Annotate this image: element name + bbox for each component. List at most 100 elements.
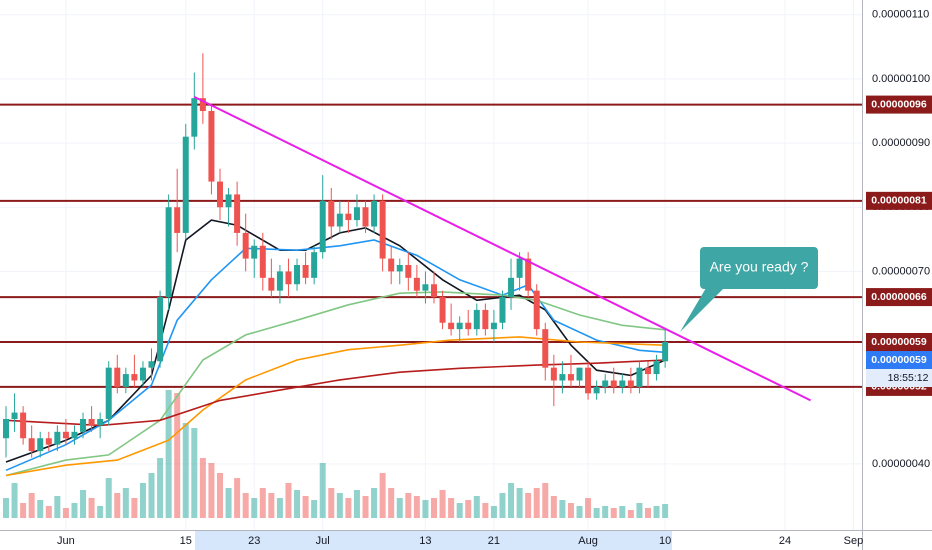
candle-body bbox=[37, 438, 44, 452]
candle-body bbox=[439, 297, 446, 323]
x-tick-label: 23 bbox=[248, 535, 260, 547]
volume-bar bbox=[388, 488, 395, 518]
volume-bar bbox=[276, 498, 283, 518]
candle-body bbox=[62, 431, 69, 439]
candle-body bbox=[294, 265, 301, 285]
candle-body bbox=[165, 207, 172, 298]
candle-body bbox=[2, 418, 9, 439]
volume-bar bbox=[216, 473, 223, 518]
volume-bar bbox=[499, 493, 506, 518]
annotation: Are you ready ? bbox=[680, 247, 818, 332]
candle-body bbox=[576, 367, 583, 381]
candle-body bbox=[268, 277, 275, 291]
volume-bar bbox=[336, 493, 343, 518]
volume-bar bbox=[602, 506, 609, 518]
level-label: 0.00000096 bbox=[871, 98, 927, 110]
annotation-text: Are you ready ? bbox=[710, 259, 809, 275]
level-label-box bbox=[866, 95, 932, 114]
y-tick-label: 0.00000090 bbox=[872, 137, 930, 149]
volume-bar bbox=[456, 503, 463, 518]
x-tick-label: 13 bbox=[419, 535, 431, 547]
volume-bar bbox=[439, 490, 446, 518]
candle-body bbox=[157, 297, 164, 362]
level-label: 0.00000081 bbox=[871, 195, 927, 207]
candle-body bbox=[448, 322, 455, 330]
volume-bar bbox=[567, 503, 574, 518]
candle-body bbox=[225, 194, 232, 208]
volume-bar bbox=[45, 506, 52, 518]
volume-bar bbox=[448, 498, 455, 518]
y-tick-label: 0.00000110 bbox=[872, 9, 929, 21]
volume-bar bbox=[302, 496, 309, 518]
level-label-box bbox=[866, 191, 932, 210]
x-tick-label: Jul bbox=[316, 535, 330, 547]
price-axis bbox=[862, 0, 932, 550]
level-label-box bbox=[866, 288, 932, 307]
candle-body bbox=[139, 367, 146, 381]
candle-body bbox=[28, 438, 35, 452]
candle-body bbox=[71, 431, 78, 439]
candle-body bbox=[122, 374, 129, 387]
volume-bar bbox=[585, 498, 592, 518]
candle-body bbox=[285, 271, 292, 285]
candle-body bbox=[567, 374, 574, 381]
candle-body bbox=[593, 386, 600, 394]
candle-body bbox=[473, 309, 480, 330]
volume-bar bbox=[542, 483, 549, 518]
volume-bar bbox=[422, 500, 429, 518]
volume-bar bbox=[174, 393, 181, 518]
plot-area bbox=[0, 53, 862, 518]
candle-body bbox=[388, 258, 395, 272]
candle-body bbox=[174, 207, 181, 233]
axis-labels: 0.000001100.000001000.000000900.00000080… bbox=[57, 9, 932, 547]
volume-bar bbox=[182, 423, 189, 518]
volume-bar bbox=[199, 458, 206, 518]
volume-bar bbox=[644, 508, 651, 518]
volume-bar bbox=[11, 483, 18, 518]
candle-body bbox=[80, 418, 87, 432]
candle-body bbox=[542, 329, 549, 368]
volume-bar bbox=[88, 498, 95, 518]
candle-body bbox=[191, 98, 198, 137]
level-label: 0.00000066 bbox=[871, 291, 927, 303]
candle-body bbox=[311, 252, 318, 278]
volume-bar bbox=[465, 500, 472, 518]
volume-bar bbox=[516, 488, 523, 518]
candle-body bbox=[276, 271, 283, 291]
candle-body bbox=[602, 380, 609, 387]
x-tick-label: 15 bbox=[180, 535, 192, 547]
volume-bar bbox=[525, 493, 532, 518]
volume-bar bbox=[636, 503, 643, 518]
volume-bar bbox=[576, 506, 583, 518]
volume-bar bbox=[430, 498, 437, 518]
level-label-box bbox=[866, 332, 932, 351]
volume-bar bbox=[285, 483, 292, 518]
volume-bar bbox=[362, 496, 369, 518]
volume-bar bbox=[482, 503, 489, 518]
candle-body bbox=[45, 438, 52, 445]
candle-body bbox=[619, 380, 626, 387]
volume-bar bbox=[294, 490, 301, 518]
moving-average bbox=[5, 359, 666, 427]
volume-bar bbox=[353, 490, 360, 518]
candle-body bbox=[336, 213, 343, 227]
candle-body bbox=[251, 245, 258, 259]
trend-line bbox=[193, 96, 812, 402]
candle-body bbox=[636, 367, 643, 387]
candle-body bbox=[456, 322, 463, 330]
candle-body bbox=[302, 265, 309, 278]
candle-body bbox=[114, 367, 121, 387]
candle-body bbox=[465, 322, 472, 330]
candle-body bbox=[182, 136, 189, 233]
countdown: 18:55:12 bbox=[888, 372, 929, 384]
volume-bar bbox=[396, 498, 403, 518]
volume-bar bbox=[405, 493, 412, 518]
candle-body bbox=[148, 361, 155, 368]
candle-body bbox=[353, 207, 360, 221]
candle-body bbox=[208, 111, 215, 182]
last-price-label: 0.00000059 bbox=[871, 354, 927, 366]
time-range-highlight bbox=[195, 531, 672, 550]
volume-bar bbox=[122, 488, 129, 518]
